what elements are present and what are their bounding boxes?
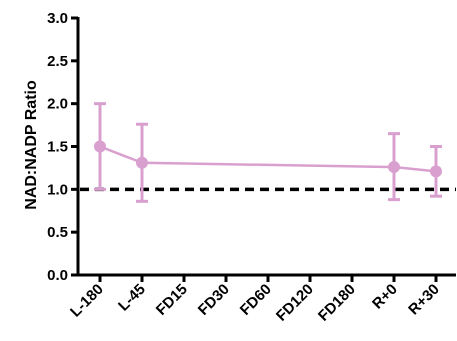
series-layer: [94, 102, 442, 203]
y-axis-title: NAD:NADP Ratio: [23, 80, 40, 210]
y-tick-label: 1.5: [47, 139, 68, 156]
x-tick-label: L-45: [115, 281, 149, 315]
x-tick-label: R+30: [405, 281, 443, 319]
y-tick-label: 1.0: [47, 181, 68, 198]
x-tick-label: FD30: [195, 281, 233, 319]
x-tick-label: FD120: [273, 281, 317, 325]
x-tick-label: L-180: [67, 281, 107, 321]
data-point: [136, 156, 148, 169]
x-tick-label: FD60: [237, 281, 275, 319]
y-tick-label: 2.0: [47, 96, 68, 113]
y-tick-label: 0.5: [47, 224, 68, 241]
y-axis: 0.0 0.5 1.0 1.5 2.0 2.5 3.0: [47, 10, 80, 284]
data-point: [94, 140, 106, 153]
series-line: [99, 145, 437, 173]
x-tick-label: R+0: [369, 281, 401, 313]
y-tick-label: 0.0: [47, 267, 68, 284]
data-point: [430, 165, 442, 178]
data-point: [388, 161, 400, 174]
y-tick-label: 2.5: [47, 53, 68, 70]
x-tick-label: FD15: [153, 281, 191, 319]
y-tick-label: 3.0: [47, 10, 68, 27]
x-tick-label: FD180: [315, 281, 359, 325]
